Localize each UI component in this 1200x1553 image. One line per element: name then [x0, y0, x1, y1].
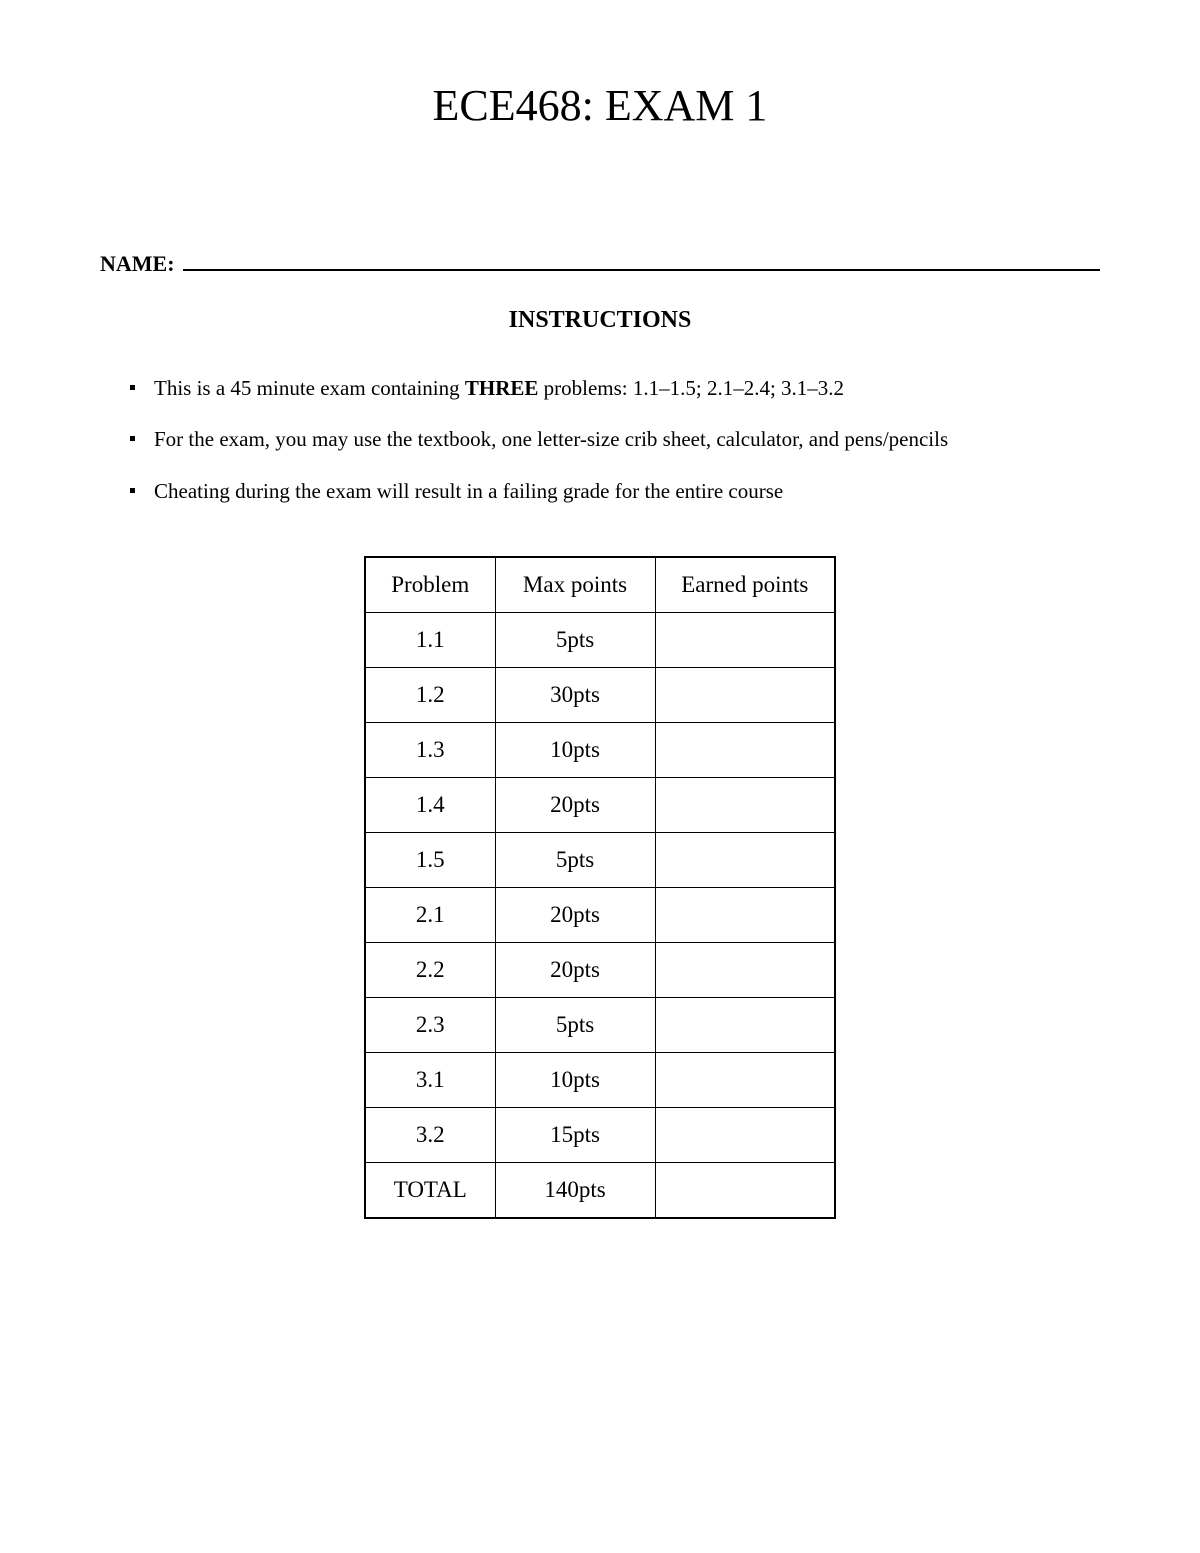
cell-problem: 1.5: [365, 833, 495, 888]
instruction-text-suffix: problems: 1.1–1.5; 2.1–2.4; 3.1–3.2: [538, 376, 844, 400]
cell-earned[interactable]: [655, 1108, 835, 1163]
cell-max: 20pts: [495, 778, 655, 833]
points-table: Problem Max points Earned points 1.1 5pt…: [364, 556, 836, 1219]
cell-earned[interactable]: [655, 613, 835, 668]
cell-max: 20pts: [495, 888, 655, 943]
cell-max: 30pts: [495, 668, 655, 723]
name-input-line[interactable]: [183, 269, 1100, 271]
table-body: 1.1 5pts 1.2 30pts 1.3 10pts 1.4 20pts 1…: [365, 613, 835, 1219]
table-header-row: Problem Max points Earned points: [365, 557, 835, 613]
cell-earned[interactable]: [655, 668, 835, 723]
cell-problem: 1.3: [365, 723, 495, 778]
cell-max: 15pts: [495, 1108, 655, 1163]
table-row-total: TOTAL 140pts: [365, 1163, 835, 1219]
table-row: 3.2 15pts: [365, 1108, 835, 1163]
cell-max: 10pts: [495, 723, 655, 778]
cell-max: 20pts: [495, 943, 655, 998]
cell-earned[interactable]: [655, 998, 835, 1053]
header-problem: Problem: [365, 557, 495, 613]
table-row: 1.1 5pts: [365, 613, 835, 668]
cell-max: 10pts: [495, 1053, 655, 1108]
table-row: 1.5 5pts: [365, 833, 835, 888]
instruction-text-prefix: This is a 45 minute exam containing: [154, 376, 465, 400]
name-field-row: NAME:: [100, 251, 1100, 277]
table-row: 3.1 10pts: [365, 1053, 835, 1108]
table-row: 2.1 20pts: [365, 888, 835, 943]
table-row: 2.2 20pts: [365, 943, 835, 998]
header-max-points: Max points: [495, 557, 655, 613]
cell-earned[interactable]: [655, 1163, 835, 1219]
cell-earned[interactable]: [655, 723, 835, 778]
cell-max: 5pts: [495, 998, 655, 1053]
cell-problem: 3.2: [365, 1108, 495, 1163]
cell-earned[interactable]: [655, 1053, 835, 1108]
instruction-item: For the exam, you may use the textbook, …: [130, 425, 1100, 454]
instructions-heading: INSTRUCTIONS: [100, 307, 1100, 334]
header-earned-points: Earned points: [655, 557, 835, 613]
instruction-text-bold: THREE: [465, 376, 539, 400]
instruction-item: This is a 45 minute exam containing THRE…: [130, 374, 1100, 403]
cell-earned[interactable]: [655, 888, 835, 943]
cell-problem: 3.1: [365, 1053, 495, 1108]
cell-problem: 1.1: [365, 613, 495, 668]
cell-problem: 2.2: [365, 943, 495, 998]
cell-problem: 2.3: [365, 998, 495, 1053]
page-title: ECE468: EXAM 1: [100, 80, 1100, 131]
cell-earned[interactable]: [655, 833, 835, 888]
cell-problem: 1.2: [365, 668, 495, 723]
cell-earned[interactable]: [655, 943, 835, 998]
cell-max: 140pts: [495, 1163, 655, 1219]
cell-earned[interactable]: [655, 778, 835, 833]
name-label: NAME:: [100, 251, 175, 277]
cell-max: 5pts: [495, 833, 655, 888]
instruction-item: Cheating during the exam will result in …: [130, 477, 1100, 506]
cell-problem: 1.4: [365, 778, 495, 833]
cell-max: 5pts: [495, 613, 655, 668]
cell-problem: TOTAL: [365, 1163, 495, 1219]
table-row: 1.2 30pts: [365, 668, 835, 723]
table-row: 1.3 10pts: [365, 723, 835, 778]
cell-problem: 2.1: [365, 888, 495, 943]
instructions-list: This is a 45 minute exam containing THRE…: [100, 374, 1100, 506]
table-row: 2.3 5pts: [365, 998, 835, 1053]
table-row: 1.4 20pts: [365, 778, 835, 833]
